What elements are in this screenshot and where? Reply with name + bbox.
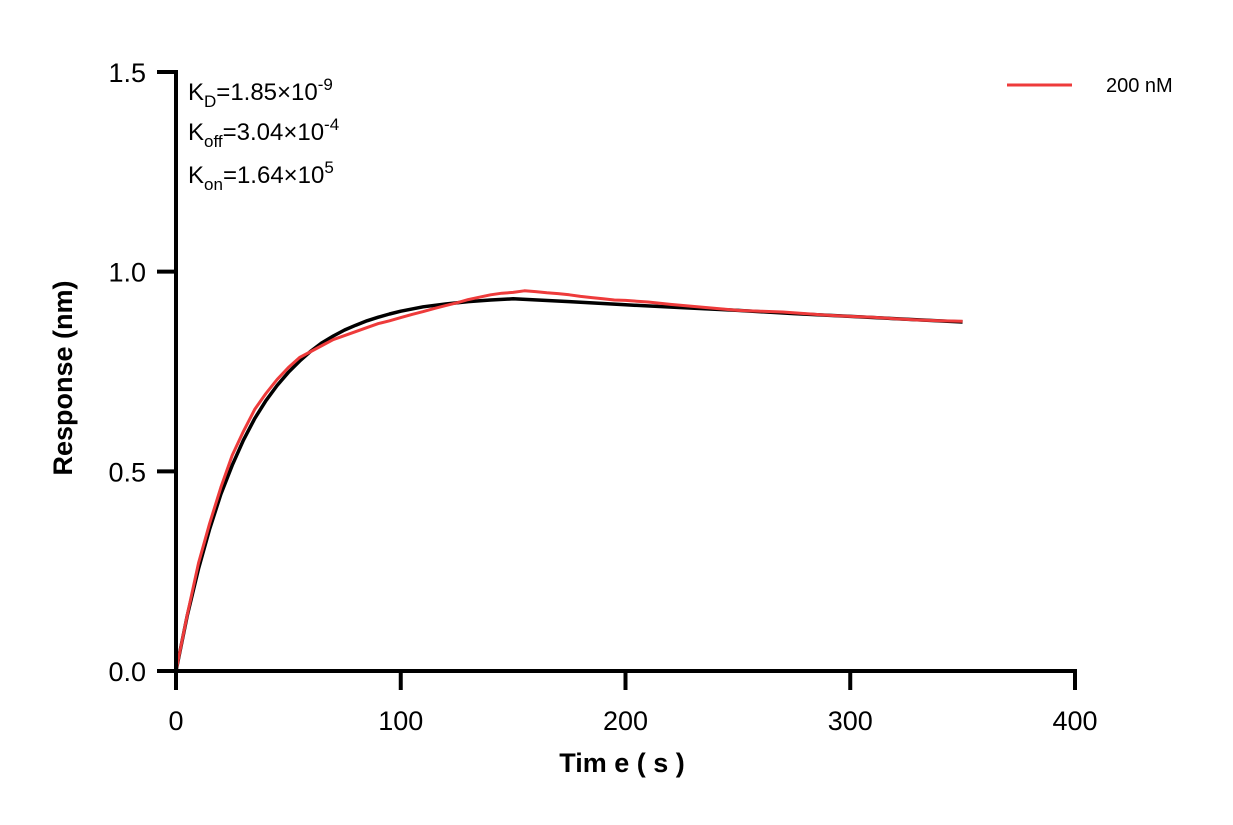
x-tick-label: 0 <box>168 706 183 736</box>
x-tick-label: 200 <box>603 706 648 736</box>
y-tick-label: 0.0 <box>108 657 146 687</box>
y-axis-label: Response (nm) <box>48 280 78 475</box>
fit-line <box>174 297 963 672</box>
x-tick-label: 300 <box>828 706 873 736</box>
legend: 200 nM <box>1007 75 1173 97</box>
ticks: 0 100 200 300 400 0.0 0.5 1.0 1.5 <box>108 58 1097 736</box>
series-200nm-line <box>174 289 963 672</box>
x-tick-label: 100 <box>378 706 423 736</box>
y-tick-label: 1.0 <box>108 258 146 288</box>
annotation-koff: Koff=3.04×10-4 <box>188 115 339 151</box>
y-tick-label: 1.5 <box>108 58 146 88</box>
x-tick-label: 400 <box>1052 706 1097 736</box>
legend-label: 200 nM <box>1106 75 1173 97</box>
y-tick-label: 0.5 <box>108 457 146 487</box>
curves <box>174 289 963 672</box>
annotation-kon: Kon=1.64×105 <box>188 158 334 194</box>
x-axis-label: Tim e ( s ) <box>559 748 685 778</box>
annotation-kd: KD=1.85×10-9 <box>188 75 333 111</box>
